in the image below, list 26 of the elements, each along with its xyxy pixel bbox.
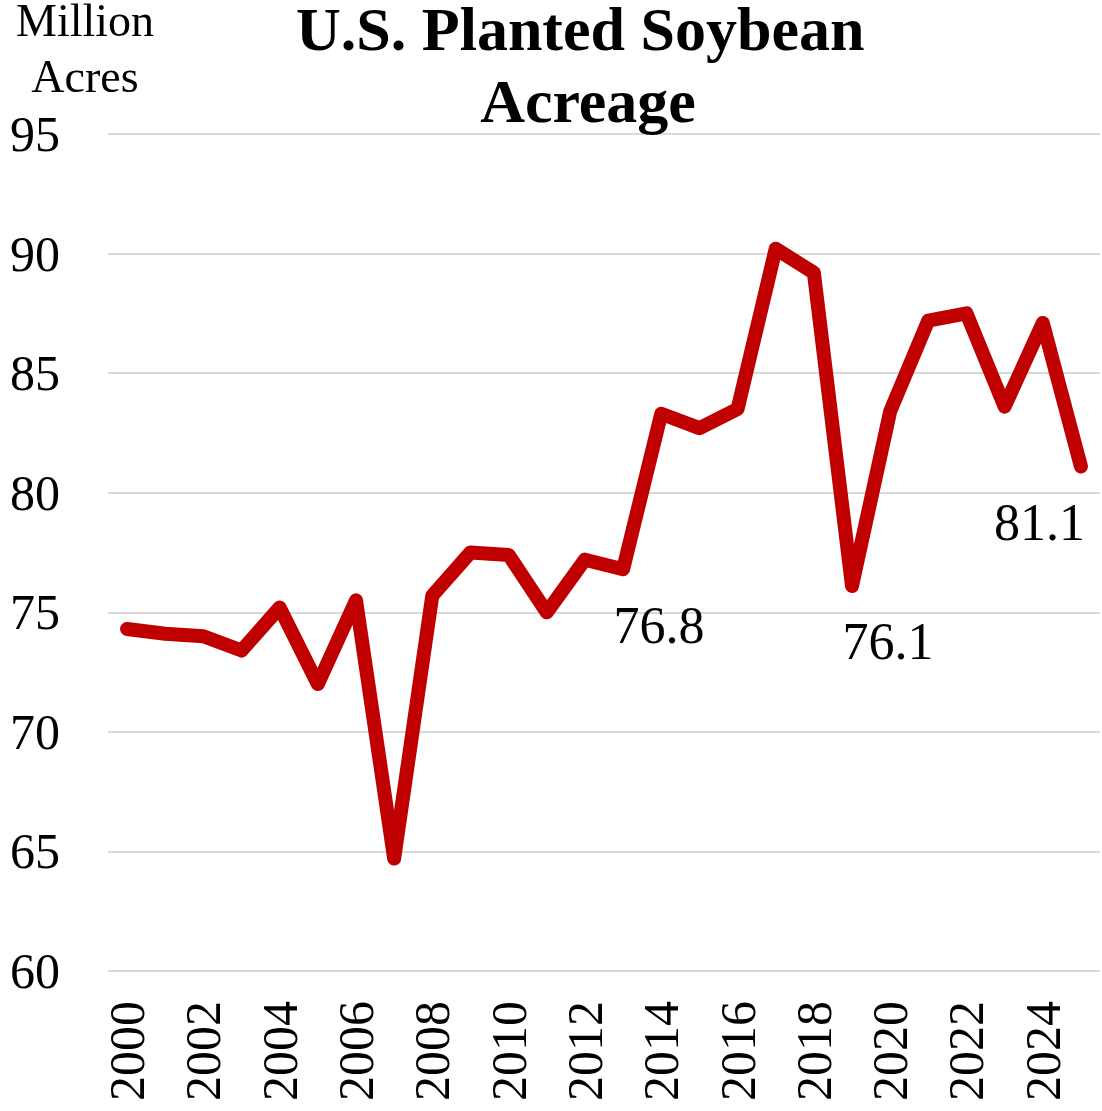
y-axis-title: Million Acres xyxy=(15,0,155,102)
x-tick-label: 2014 xyxy=(633,1001,690,1101)
data-label: 81.1 xyxy=(993,493,1085,551)
y-tick-label: 90 xyxy=(10,225,60,282)
x-tick-label: 2010 xyxy=(480,1001,537,1101)
x-tick-label: 2006 xyxy=(328,1001,384,1101)
x-tick-label: 2022 xyxy=(938,1001,995,1101)
y-tick-label: 75 xyxy=(10,584,60,641)
y-tick-label: 95 xyxy=(10,106,60,162)
x-tick-label: 2020 xyxy=(862,1001,919,1101)
x-tick-label: 2024 xyxy=(1014,1001,1071,1101)
x-tick-label: 2008 xyxy=(404,1001,461,1101)
x-tick-label: 2016 xyxy=(709,1001,766,1101)
chart-title: U.S. Planted Soybean Acreage xyxy=(296,0,880,135)
y-tick-label: 65 xyxy=(10,823,60,880)
x-tick-label: 2004 xyxy=(251,1001,308,1101)
y-tick-label: 60 xyxy=(10,943,60,999)
y-tick-label: 80 xyxy=(10,464,60,521)
x-tick-label: 2002 xyxy=(175,1001,232,1101)
x-tick-label: 2018 xyxy=(785,1001,842,1101)
x-tick-label: 2012 xyxy=(556,1001,613,1101)
y-tick-label: 70 xyxy=(10,703,60,760)
data-label: 76.1 xyxy=(842,613,934,671)
y-tick-label: 85 xyxy=(10,345,60,402)
data-label: 76.8 xyxy=(613,596,705,654)
x-tick-label: 2000 xyxy=(99,1001,156,1101)
